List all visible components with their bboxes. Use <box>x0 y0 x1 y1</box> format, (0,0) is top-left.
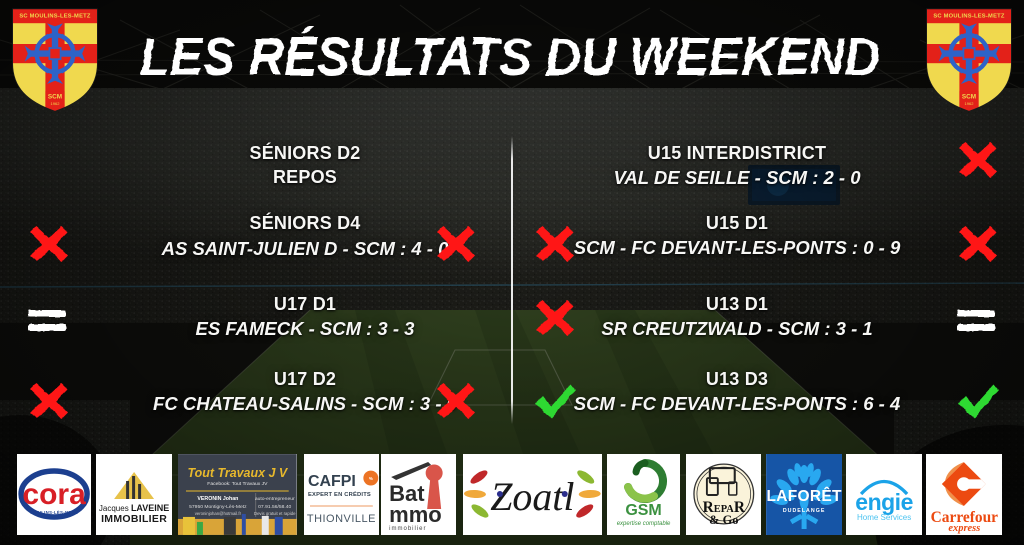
svg-text:IMMOBILIER: IMMOBILIER <box>101 513 167 525</box>
svg-text:Devis gratuit et rapide: Devis gratuit et rapide <box>254 511 296 516</box>
svg-text:LAFORÊT: LAFORÊT <box>766 487 842 505</box>
svg-text:CAFPI: CAFPI <box>308 473 356 490</box>
svg-text:LES RÉSULTATS DU WEEKEND: LES RÉSULTATS DU WEEKEND <box>140 27 880 87</box>
svg-text:Facebook: Tout Travaux JV: Facebook: Tout Travaux JV <box>207 481 268 487</box>
svg-text:%: % <box>369 476 373 481</box>
svg-text:THIONVILLE: THIONVILLE <box>307 513 376 525</box>
svg-text:Jacques LAVEINE: Jacques LAVEINE <box>99 503 169 513</box>
svg-text:auto-entrepreneur: auto-entrepreneur <box>255 496 295 502</box>
svg-text:EXPERT EN CRÉDITS: EXPERT EN CRÉDITS <box>308 490 371 498</box>
svg-text:immobilier: immobilier <box>389 526 426 532</box>
svg-text:veroninjohan@hotmail.fr: veroninjohan@hotmail.fr <box>195 511 242 516</box>
svg-text:Tout Travaux J V: Tout Travaux J V <box>188 466 289 480</box>
svg-text:expertise comptable: expertise comptable <box>616 521 670 527</box>
svg-text:DUDELANGE: DUDELANGE <box>782 508 825 514</box>
svg-text:MOULINS-LÈS-METZ: MOULINS-LÈS-METZ <box>30 510 78 515</box>
svg-text:mmo: mmo <box>389 502 442 527</box>
svg-text:GSM: GSM <box>625 502 661 519</box>
svg-text:cora: cora <box>22 478 86 511</box>
svg-text:Home Services: Home Services <box>857 513 911 522</box>
svg-text:engie: engie <box>855 489 913 515</box>
svg-text:Zoatl: Zoatl <box>490 474 574 519</box>
svg-text:express: express <box>948 523 980 534</box>
svg-text:07.91.56/58.40: 07.91.56/58.40 <box>258 504 291 510</box>
svg-text:& Go: & Go <box>709 513 738 527</box>
svg-text:VERONIN Johan: VERONIN Johan <box>198 496 239 502</box>
svg-text:57950 Montigny-Lès-Metz: 57950 Montigny-Lès-Metz <box>189 504 247 510</box>
